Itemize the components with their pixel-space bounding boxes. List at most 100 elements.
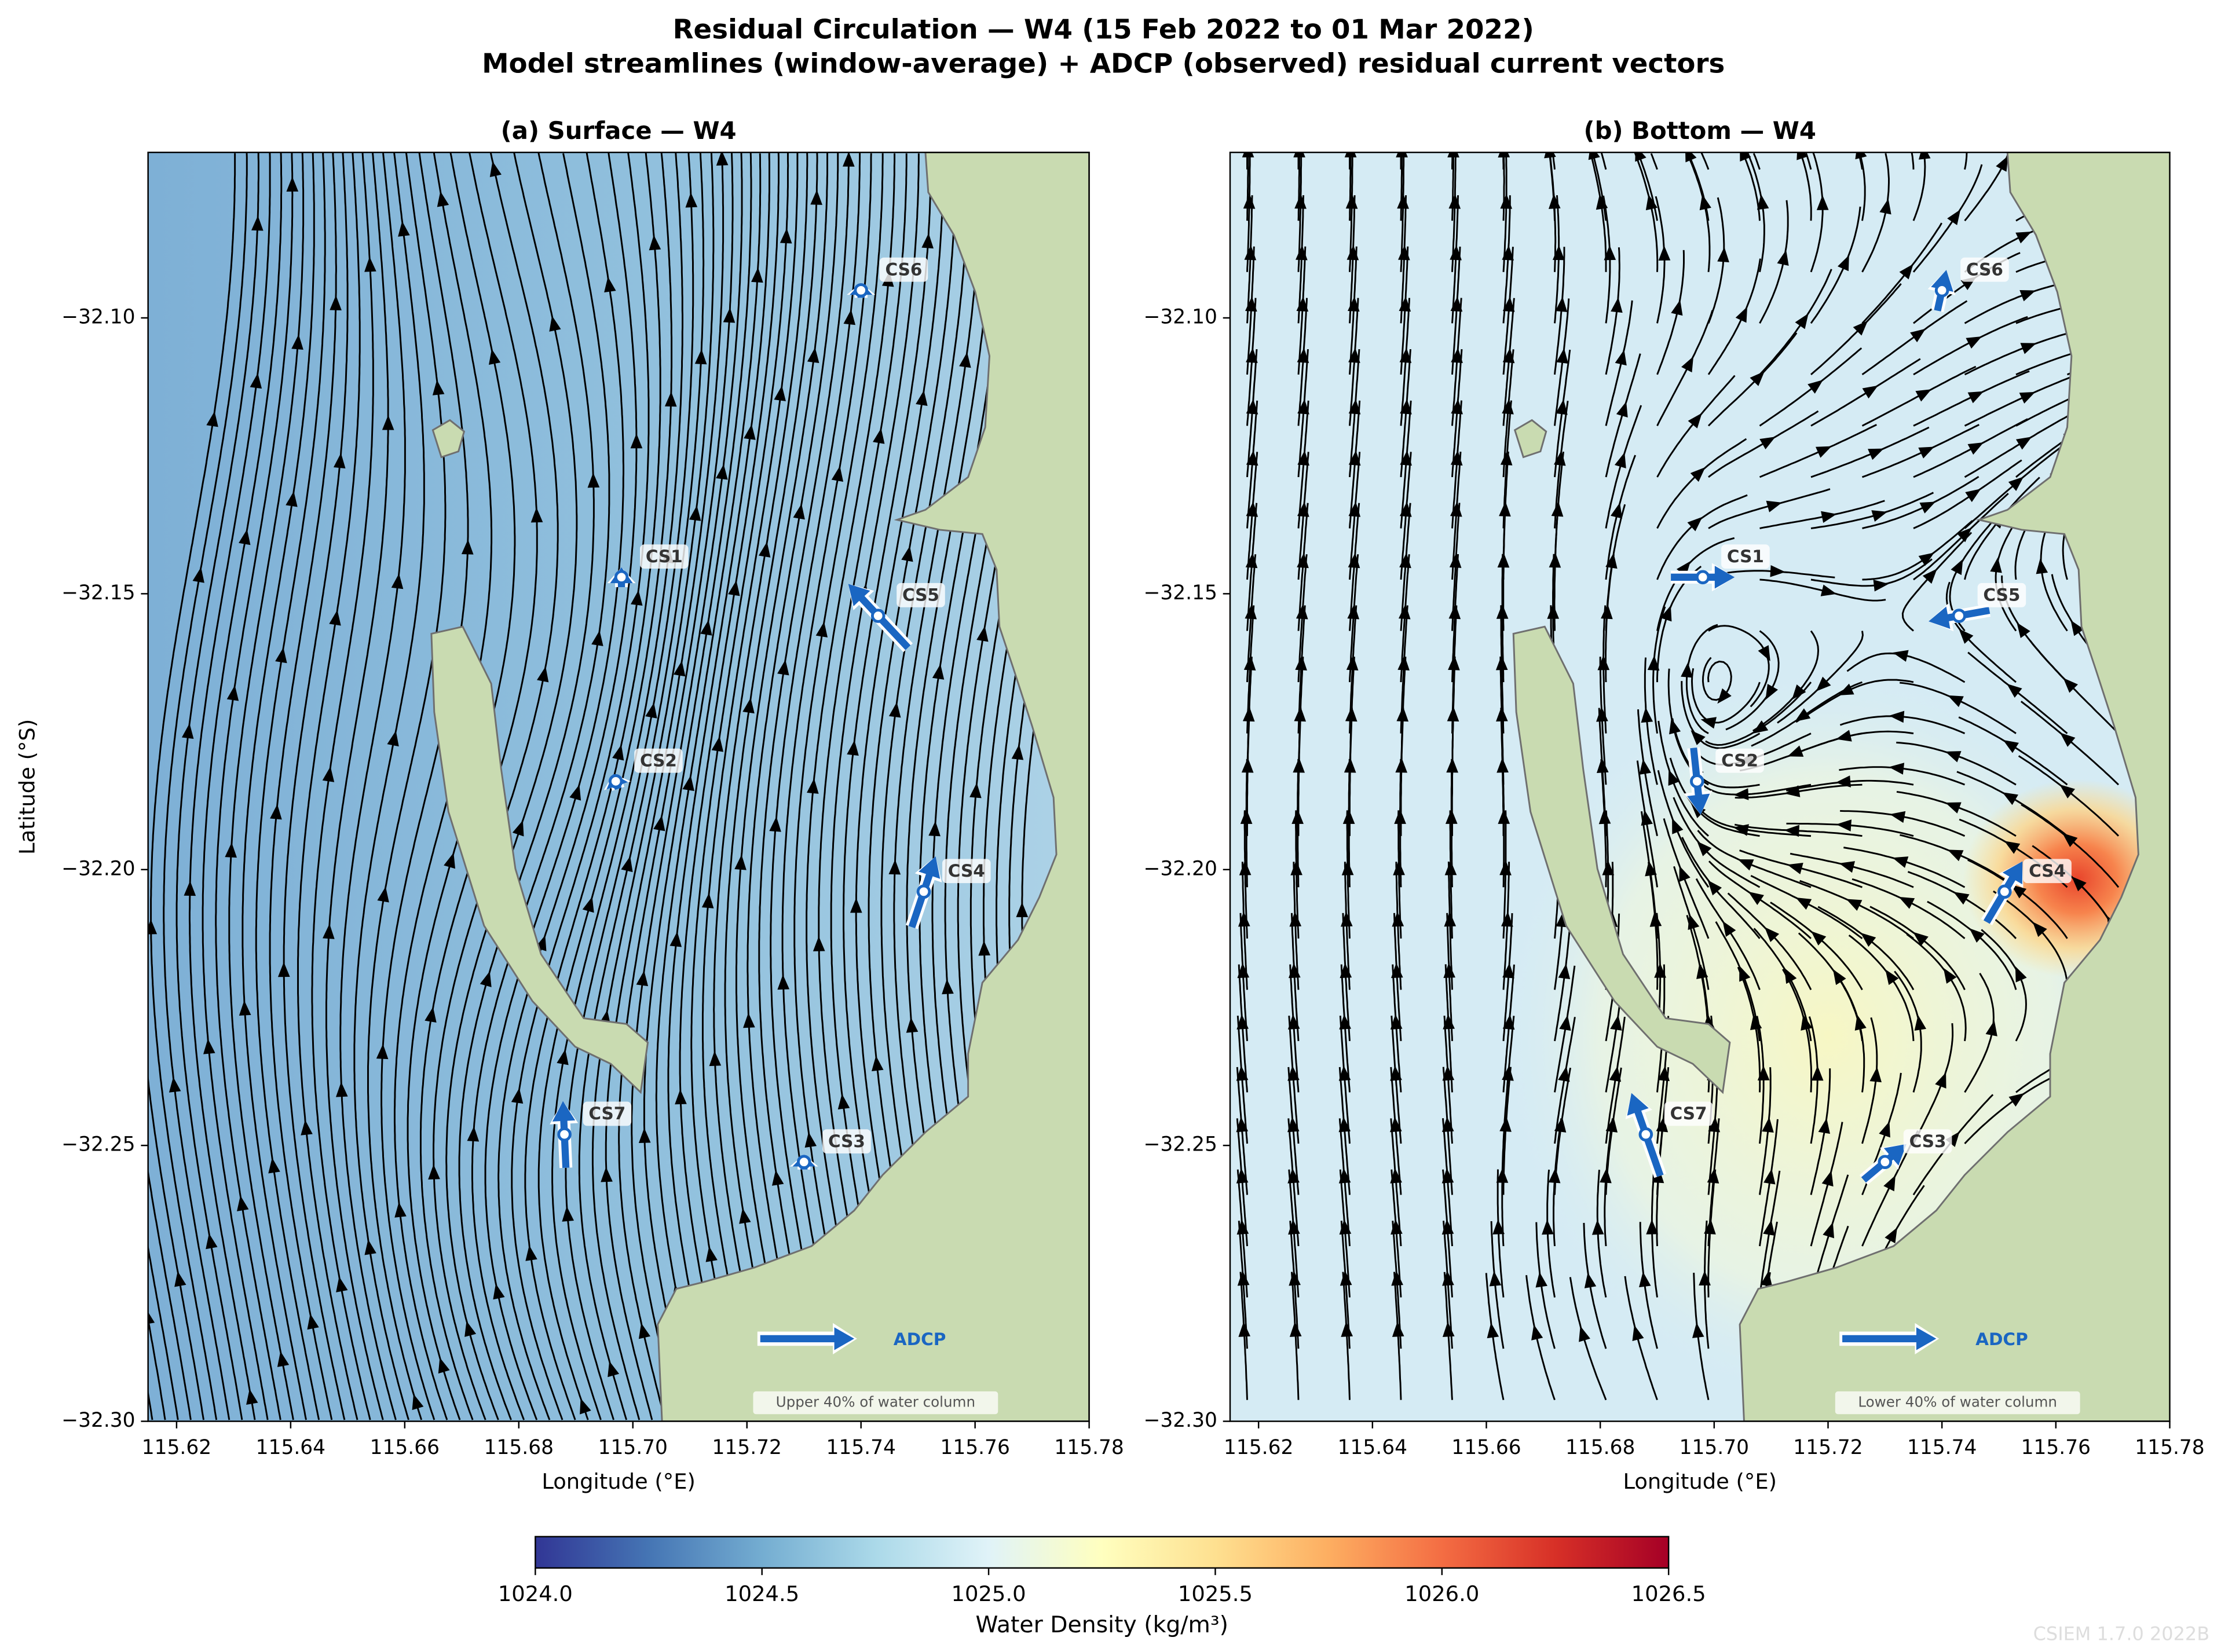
streamline-arrow xyxy=(511,1087,524,1104)
x-tick-label: 115.70 xyxy=(598,1436,668,1459)
streamline-arrow xyxy=(480,971,492,987)
streamline-arrow xyxy=(461,539,474,555)
streamline-arrow xyxy=(1287,1116,1300,1133)
streamline xyxy=(793,153,884,1420)
streamline-arrow xyxy=(1879,198,1891,215)
station-marker xyxy=(796,1155,811,1170)
streamline-arrow xyxy=(1498,152,1510,157)
station-label: CS4 xyxy=(2029,861,2066,881)
y-tick-label: −32.15 xyxy=(61,581,135,605)
streamline-arrow xyxy=(549,316,561,332)
streamline-arrow xyxy=(1795,897,1812,910)
streamline-arrow xyxy=(1556,348,1568,364)
station-label: CS4 xyxy=(948,861,985,881)
streamline-arrow xyxy=(512,820,524,837)
streamline-arrow xyxy=(837,1094,850,1110)
streamline-arrow xyxy=(1922,569,1937,584)
panel-title: (b) Bottom — W4 xyxy=(1584,116,1816,145)
streamline-arrow xyxy=(1237,962,1250,979)
streamline-arrow xyxy=(1885,1227,1897,1244)
streamline-arrow xyxy=(716,152,729,166)
streamline-arrow xyxy=(412,1394,424,1411)
streamline-arrow xyxy=(226,685,239,701)
streamline-arrow xyxy=(1945,1131,1960,1147)
station-label: CS5 xyxy=(1983,585,2020,605)
station-label-box xyxy=(942,859,991,884)
streamline-arrow xyxy=(1611,297,1623,313)
streamline-arrow xyxy=(793,504,805,520)
streamline-arrow xyxy=(1836,730,1852,742)
plot-frame xyxy=(147,151,1090,1422)
streamline xyxy=(1686,152,1711,272)
streamline-arrow xyxy=(744,424,756,440)
streamline-arrow xyxy=(382,415,394,430)
streamline-arrow xyxy=(387,730,399,747)
streamline xyxy=(175,153,259,1420)
streamline xyxy=(353,152,425,1420)
streamline xyxy=(1600,152,1607,170)
streamline-arrow xyxy=(1291,808,1304,824)
streamline-arrow xyxy=(237,1195,249,1211)
streamline-arrow xyxy=(601,1167,613,1182)
streamline-arrow xyxy=(1390,1065,1402,1081)
streamline-arrow xyxy=(1996,155,2008,172)
streamline xyxy=(1451,152,1454,221)
station-label: CS2 xyxy=(640,750,677,770)
streamline-arrow xyxy=(1935,1072,1946,1089)
streamline-arrow xyxy=(1947,849,1964,862)
streamline-arrow xyxy=(709,1050,722,1067)
streamline-arrow xyxy=(1681,662,1693,678)
streamline-arrow xyxy=(1868,448,1884,460)
streamline-arrow xyxy=(1811,931,1827,946)
streamline-arrow xyxy=(1591,1219,1604,1235)
streamline xyxy=(818,153,908,1420)
streamline-arrow xyxy=(530,507,543,523)
streamline xyxy=(339,153,406,1420)
x-tick-label: 115.62 xyxy=(1224,1436,1293,1459)
streamline-arrow xyxy=(246,1389,258,1405)
streamline-arrow xyxy=(932,664,945,680)
streamline-arrow xyxy=(685,192,698,208)
streamline xyxy=(367,152,447,1420)
x-tick-label: 115.78 xyxy=(2135,1436,2204,1459)
streamline xyxy=(1964,152,1968,170)
streamline-arrow xyxy=(1660,605,1672,622)
streamline-arrow xyxy=(1821,1170,1834,1187)
streamline-arrow xyxy=(959,352,971,368)
streamline-arrow xyxy=(1399,347,1412,363)
streamline-arrow xyxy=(1441,1168,1454,1184)
streamline-arrow xyxy=(664,391,677,407)
streamline-arrow xyxy=(831,466,844,482)
land-area xyxy=(1512,625,1731,1094)
streamline-arrow xyxy=(1791,684,1806,700)
station-label: CS3 xyxy=(1909,1131,1946,1151)
streamline-arrow xyxy=(2059,784,2075,798)
station-label: CS7 xyxy=(1670,1104,1707,1123)
streamline-arrow xyxy=(694,349,707,365)
streamline-arrow xyxy=(1441,1116,1454,1133)
streamline-arrow xyxy=(1502,245,1514,261)
streamline-arrow xyxy=(2015,231,2032,244)
streamline-arrow xyxy=(969,782,982,798)
streamline-arrow xyxy=(1549,552,1561,568)
streamline xyxy=(1810,152,1824,273)
plot-frame xyxy=(1229,151,2171,1422)
streamline-arrow xyxy=(2020,343,2037,354)
streamline-arrow xyxy=(780,228,792,244)
streamline-arrow xyxy=(1339,1014,1351,1030)
x-tick-label: 115.70 xyxy=(1680,1436,1749,1459)
streamline-arrow xyxy=(1910,328,1926,343)
streamline xyxy=(458,152,595,1420)
streamline xyxy=(433,152,559,1420)
streamline-arrow xyxy=(1777,250,1789,266)
streamline-arrow xyxy=(1559,1014,1571,1031)
x-tick-label: 115.76 xyxy=(2021,1436,2091,1459)
streamline-arrow xyxy=(1600,1167,1612,1184)
streamline-arrow xyxy=(277,962,290,977)
streamline-arrow xyxy=(674,661,686,677)
streamline-arrow xyxy=(1969,928,1985,943)
streamline-arrow xyxy=(493,1283,505,1300)
streamline xyxy=(1912,152,1926,221)
x-axis-label: Longitude (°E) xyxy=(541,1469,696,1494)
